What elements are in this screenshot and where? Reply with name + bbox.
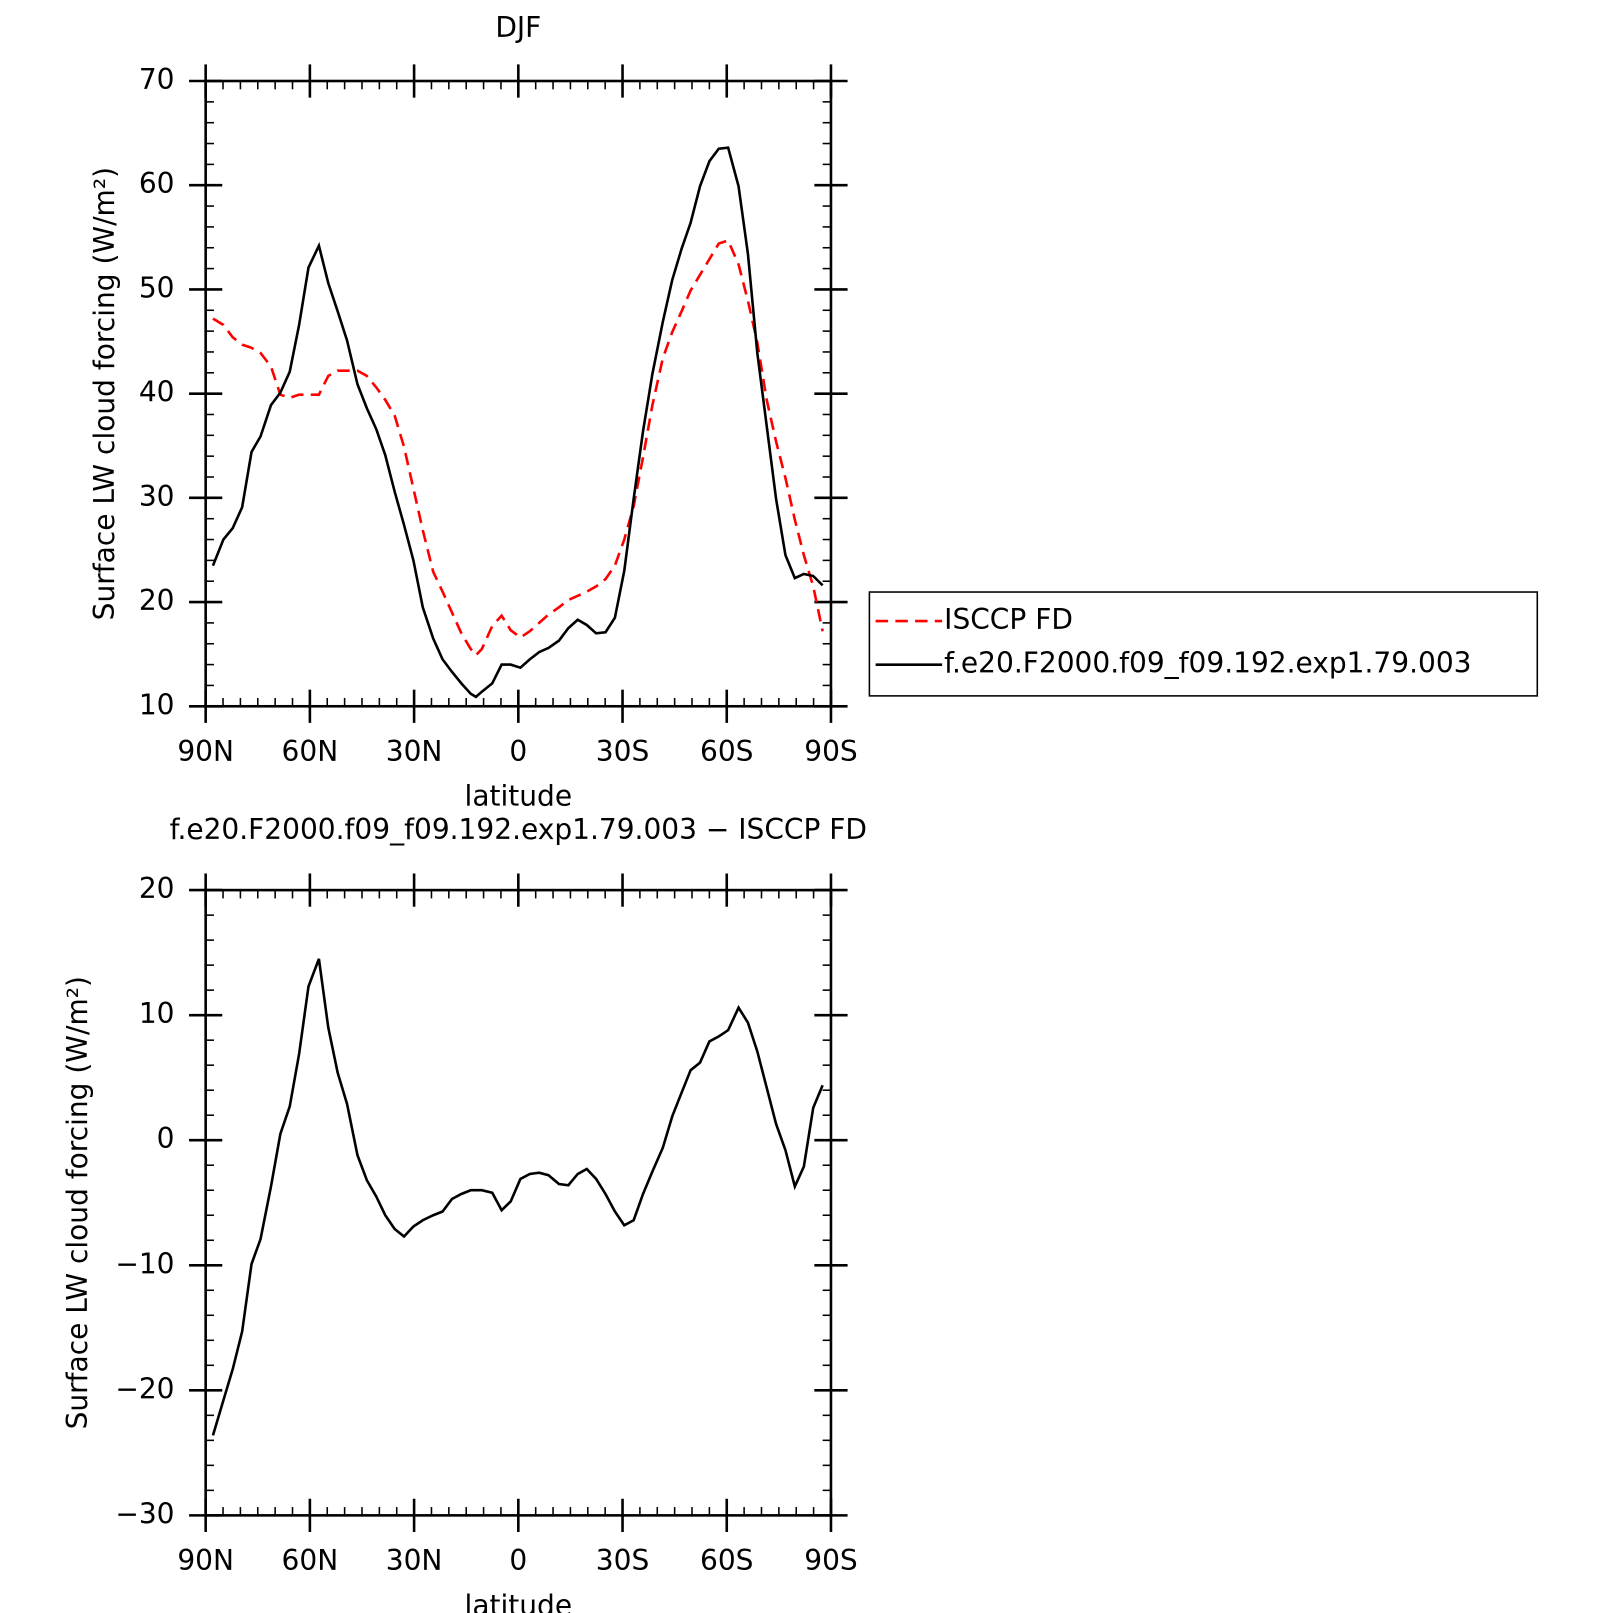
y-tick-label: 20 xyxy=(139,584,175,617)
x-tick-label: 60S xyxy=(700,735,753,768)
y-axis-label: Surface LW cloud forcing (W/m²) xyxy=(88,167,121,620)
y-tick-label: 10 xyxy=(139,997,175,1030)
x-tick-label: 30N xyxy=(386,735,443,768)
y-tick-label: 30 xyxy=(139,480,175,513)
legend-label: f.e20.F2000.f09_f09.192.exp1.79.003 xyxy=(944,647,1471,680)
y-tick-label: 50 xyxy=(139,271,175,304)
legend-label: ISCCP FD xyxy=(944,603,1073,636)
chart-title: DJF xyxy=(495,11,541,44)
x-tick-label: 90N xyxy=(177,1544,234,1577)
x-tick-label: 90N xyxy=(177,735,234,768)
x-tick-label: 60S xyxy=(700,1544,753,1577)
x-tick-label: 0 xyxy=(509,735,527,768)
x-tick-label: 30S xyxy=(596,1544,649,1577)
y-tick-label: 10 xyxy=(139,688,175,721)
x-tick-label: 30S xyxy=(596,735,649,768)
y-tick-label: −10 xyxy=(115,1247,174,1280)
chart-title: f.e20.F2000.f09_f09.192.exp1.79.003 − IS… xyxy=(170,813,867,846)
x-tick-label: 90S xyxy=(804,735,857,768)
data-line xyxy=(211,146,824,699)
y-tick-label: −20 xyxy=(115,1372,174,1405)
x-tick-label: 60N xyxy=(282,735,339,768)
data-line xyxy=(211,958,824,1436)
y-tick-label: 60 xyxy=(139,167,175,200)
y-tick-label: 70 xyxy=(139,63,175,96)
plot-frame xyxy=(204,888,833,1517)
y-axis-label: Surface LW cloud forcing (W/m²) xyxy=(61,976,94,1429)
legend-box xyxy=(868,591,1539,697)
x-tick-label: 90S xyxy=(804,1544,857,1577)
data-line xyxy=(212,238,824,658)
y-tick-label: −30 xyxy=(115,1497,174,1530)
y-tick-label: 20 xyxy=(139,872,175,905)
x-tick-label: 30N xyxy=(386,1544,443,1577)
x-tick-label: 60N xyxy=(282,1544,339,1577)
x-tick-label: 0 xyxy=(509,1544,527,1577)
x-axis-label: latitude xyxy=(465,780,573,813)
y-tick-label: 40 xyxy=(139,376,175,409)
x-axis-label: latitude xyxy=(465,1589,573,1613)
y-tick-label: 0 xyxy=(157,1122,175,1155)
